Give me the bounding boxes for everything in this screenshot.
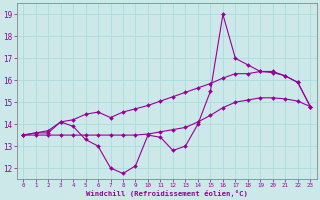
X-axis label: Windchill (Refroidissement éolien,°C): Windchill (Refroidissement éolien,°C): [86, 190, 248, 197]
